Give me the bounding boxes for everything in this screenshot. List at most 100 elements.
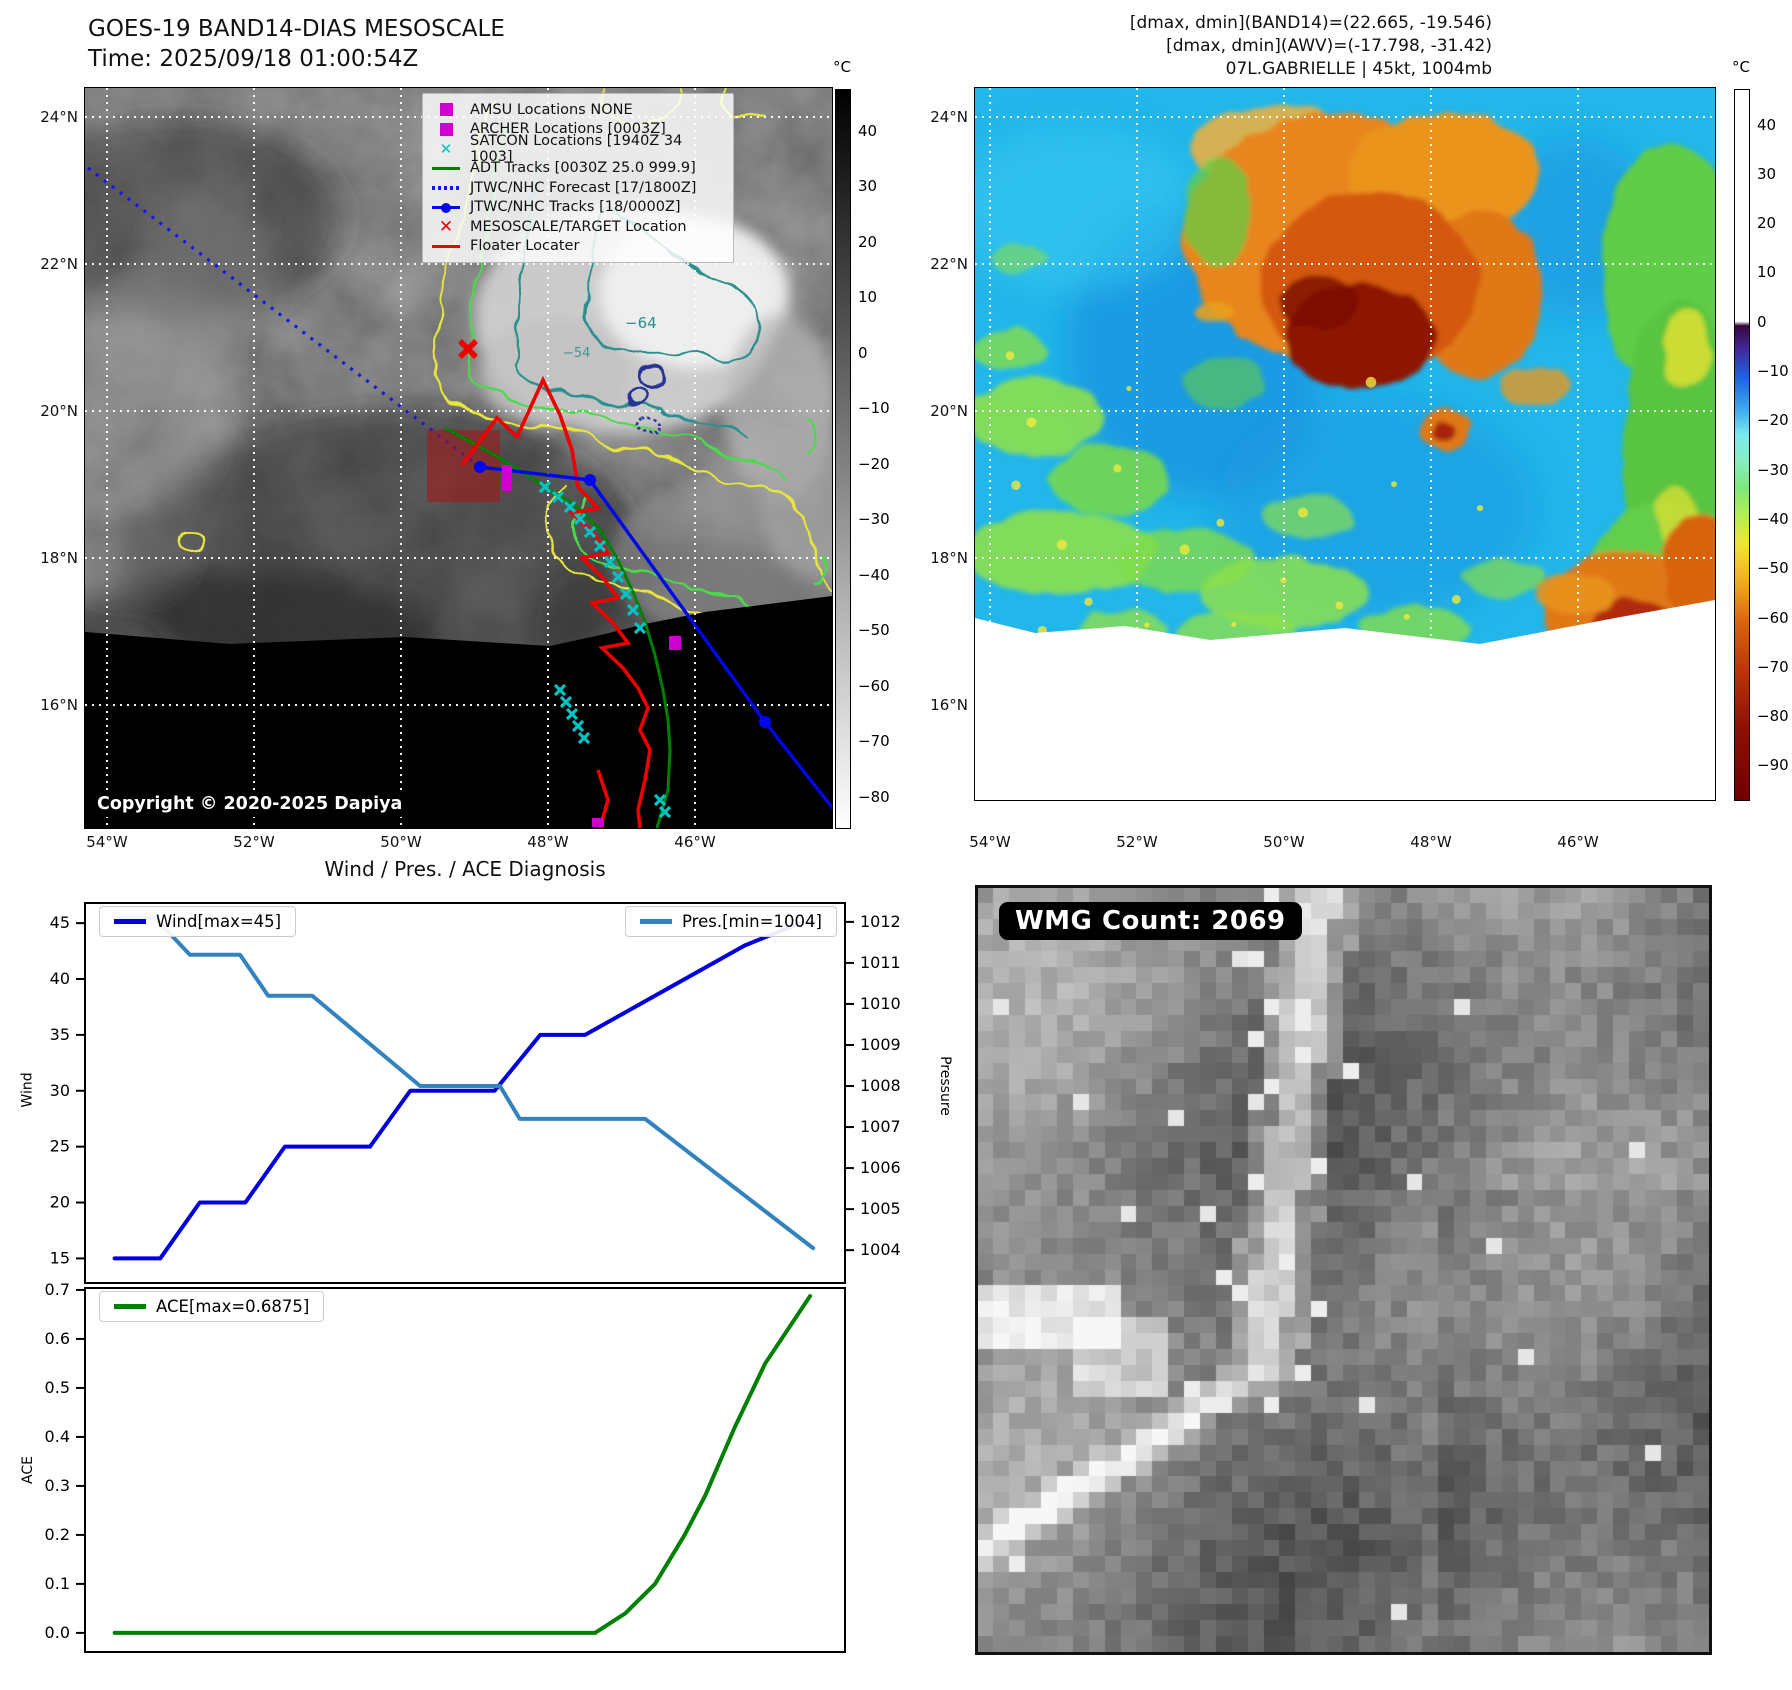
awv-no-data-region [975, 600, 1715, 800]
awv-colorbar-tick: −30 [1757, 460, 1789, 479]
pressure-ticklabel: 1010 [860, 994, 901, 1013]
awv-colorbar-tick: 0 [1757, 312, 1767, 331]
awv-lon-tick: 48°W [1410, 833, 1452, 851]
awv-colorbar-tick: 20 [1757, 214, 1777, 233]
awv-map-art [975, 88, 1715, 800]
awv-lon-tick: 46°W [1557, 833, 1599, 851]
pressure-ticklabel: 1011 [860, 953, 901, 972]
storm-status: 07L.GABRIELLE | 45kt, 1004mb [1225, 59, 1492, 79]
wind-ticklabel: 30 [50, 1081, 70, 1100]
ace-ticklabel: 0.4 [45, 1427, 70, 1446]
wind-legend-label: Wind[max=45] [156, 912, 282, 931]
legend-item: ADT Tracks [0030Z 25.0 999.9] [431, 159, 723, 179]
plot-frame [84, 902, 846, 1284]
wind-ticklabel: 40 [50, 969, 70, 988]
awv-cold-cloud-mass [1183, 106, 1570, 450]
awv-colorbar-tick: −70 [1757, 657, 1789, 676]
archer-markers [502, 465, 681, 827]
band14-colorbar-tick: −80 [858, 787, 890, 806]
pres-legend: Pres.[min=1004] [625, 906, 837, 937]
awv-map [974, 87, 1716, 801]
linedot-marker-icon [431, 202, 461, 213]
awv-colorbar-tick: −60 [1757, 608, 1789, 627]
wmg-pixel-image [978, 888, 1709, 1652]
legend-item: ✕ MESOSCALE/TARGET Location [431, 217, 723, 237]
target-x-marker [458, 339, 478, 359]
pressure-ticklabel: 1004 [860, 1240, 901, 1259]
ace-axis-label: ACE [19, 1456, 36, 1484]
ace-ticklabel: 0.2 [45, 1525, 70, 1544]
square-marker-icon [431, 122, 461, 136]
dotted-marker-icon [431, 186, 461, 190]
ace-ticklabel: 0.5 [45, 1378, 70, 1397]
band14-colorbar-tick: 0 [858, 343, 868, 362]
awv-colorbar-tick: −20 [1757, 411, 1789, 430]
band14-colorbar-tick: −20 [858, 454, 890, 473]
dmax-dmin-band14: [dmax, dmin](BAND14)=(22.665, -19.546) [1129, 13, 1492, 33]
band14-time: Time: 2025/09/18 01:00:54Z [88, 46, 419, 72]
band14-colorbar-tick: −40 [858, 565, 890, 584]
legend-item-label: JTWC/NHC Tracks [18/0000Z] [470, 199, 681, 216]
band14-colorbar-tick: −10 [858, 399, 890, 418]
square-marker-icon [431, 103, 461, 117]
wind-line-swatch [114, 919, 146, 924]
legend-item-label: MESOSCALE/TARGET Location [470, 218, 687, 235]
pressure-ticklabel: 1012 [860, 912, 901, 931]
pressure-ticklabel: 1008 [860, 1076, 901, 1095]
wmg-panel: WMG Count: 2069 [975, 885, 1712, 1655]
band14-lat-tick: 16°N [40, 696, 78, 714]
awv-lat-tick: 16°N [930, 696, 968, 714]
band14-lat-tick: 18°N [40, 549, 78, 567]
awv-lon-tick: 52°W [1116, 833, 1158, 851]
pressure-axis-label: Pressure [936, 1056, 953, 1116]
graticule [85, 88, 832, 828]
Pres.[min=1004]-line [114, 915, 816, 1251]
awv-colorbar-tick: −40 [1757, 509, 1789, 528]
band14-lon-tick: 48°W [527, 833, 569, 851]
band14-colorbar-tick: −50 [858, 621, 890, 640]
band14-colorbar-tick: −70 [858, 732, 890, 751]
band14-title: GOES-19 BAND14-DIAS MESOSCALE [88, 16, 505, 42]
band14-map: −64 −54 AMSU Locations NONE ARCHER Locati… [84, 87, 833, 829]
wind-ticklabel: 15 [50, 1248, 70, 1267]
ace-ticklabel: 0.3 [45, 1476, 70, 1495]
band14-colorbar-tick: 20 [858, 232, 878, 251]
band14-lat-tick: 24°N [40, 108, 78, 126]
wmg-count-badge: WMG Count: 2069 [999, 902, 1302, 940]
legend-item: JTWC/NHC Forecast [17/1800Z] [431, 178, 723, 198]
awv-colorbar-tick: −80 [1757, 707, 1789, 726]
legend-item-label: JTWC/NHC Forecast [17/1800Z] [470, 179, 697, 196]
legend-item-label: ARCHER Locations [0003Z] [470, 121, 666, 138]
contour-label-54: −54 [563, 346, 591, 361]
pres-legend-label: Pres.[min=1004] [682, 912, 822, 931]
legend-item-label: SATCON Locations [1940Z 34 1003] [470, 132, 683, 165]
pressure-ticklabel: 1007 [860, 1117, 901, 1136]
legend-item: AMSU Locations NONE [431, 100, 723, 120]
awv-colorbar-tick: −50 [1757, 559, 1789, 578]
legend-item: ✕ SATCON Locations [1940Z 34 1003] [431, 133, 723, 165]
legend-item: Floater Locater [431, 237, 723, 257]
legend-item-label: Floater Locater [470, 238, 580, 255]
pres-line-swatch [640, 919, 672, 924]
line-marker-icon [431, 244, 461, 248]
x-marker-icon: ✕ [439, 139, 453, 158]
xbold-marker-icon: ✕ [438, 216, 454, 237]
band14-colorbar-tick: 40 [858, 121, 878, 140]
band14-lon-tick: 46°W [674, 833, 716, 851]
pressure-ticklabel: 1009 [860, 1035, 901, 1054]
mesoscale-sector-box [427, 430, 500, 502]
diagnosis-title: Wind / Pres. / ACE Diagnosis [324, 857, 606, 881]
diagnosis-charts: 15 20 25 30 35 40 45 1004 1005 1006 1007 1008 1009 10… [45, 902, 901, 1653]
dmax-dmin-awv: [dmax, dmin](AWV)=(-17.798, -31.42) [1166, 36, 1492, 56]
awv-colorbar [1734, 89, 1750, 801]
band14-lat-tick: 22°N [40, 255, 78, 273]
ace-ticklabel: 0.6 [45, 1329, 70, 1348]
plot-frame [84, 1287, 846, 1653]
awv-lat-tick: 22°N [930, 255, 968, 273]
ACE[max=0.6875]-line [112, 1294, 813, 1635]
awv-lat-tick: 18°N [930, 549, 968, 567]
awv-colorbar-tick: −90 [1757, 756, 1789, 775]
ace-line-swatch [114, 1304, 146, 1309]
awv-lat-tick: 24°N [930, 108, 968, 126]
